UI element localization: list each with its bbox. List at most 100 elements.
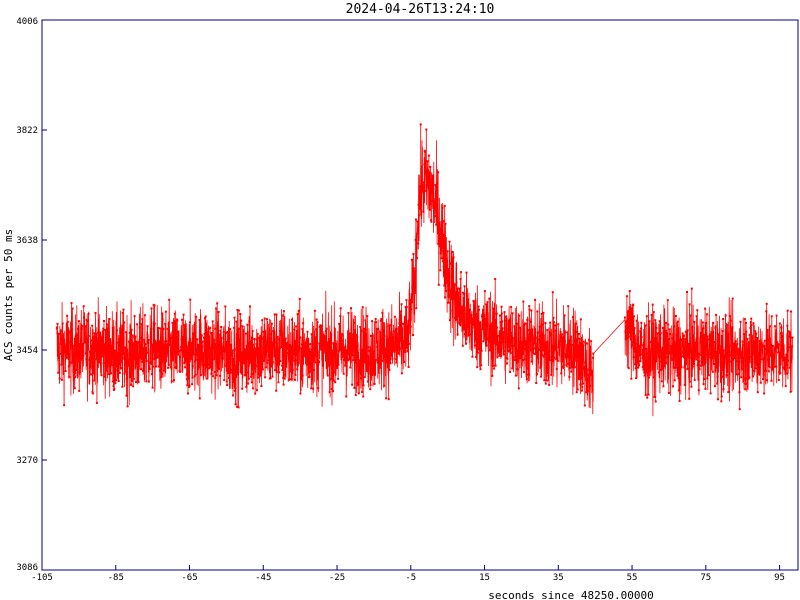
data-point <box>228 377 230 379</box>
x-tick-label: -105 <box>31 573 53 583</box>
data-point <box>651 337 654 340</box>
data-point <box>714 385 716 388</box>
data-point <box>445 258 448 261</box>
data-point <box>254 364 257 367</box>
data-point <box>697 356 700 359</box>
data-point <box>514 332 517 335</box>
data-point <box>153 322 156 325</box>
data-point <box>188 321 191 324</box>
data-point <box>676 374 679 377</box>
data-point <box>650 313 653 316</box>
data-point <box>319 348 322 351</box>
data-point <box>423 192 426 195</box>
data-point <box>628 290 631 292</box>
data-point <box>191 365 194 368</box>
data-point <box>624 330 627 333</box>
data-point <box>204 317 206 320</box>
data-point <box>380 317 383 320</box>
data-point <box>510 306 513 309</box>
data-point <box>676 320 679 323</box>
data-point <box>509 371 511 373</box>
data-point <box>642 342 645 345</box>
data-point <box>393 345 396 348</box>
data-point <box>555 346 558 349</box>
data-point <box>423 163 426 166</box>
data-point <box>131 379 133 382</box>
data-point <box>635 377 638 380</box>
data-point <box>773 357 775 360</box>
data-point <box>123 372 126 375</box>
data-point <box>746 377 749 380</box>
data-point <box>560 338 563 341</box>
data-point <box>214 370 216 373</box>
data-point <box>248 353 251 356</box>
data-point <box>139 356 142 359</box>
data-point <box>736 347 739 350</box>
data-point <box>396 332 399 335</box>
data-point <box>236 309 239 311</box>
data-point <box>726 324 729 327</box>
data-point <box>449 288 452 291</box>
data-point <box>450 261 453 264</box>
data-point <box>278 347 281 350</box>
data-point <box>399 313 402 316</box>
data-point <box>270 337 272 340</box>
data-point <box>379 319 382 322</box>
data-point <box>91 324 94 327</box>
data-point <box>213 343 216 346</box>
data-point <box>382 322 385 325</box>
data-point <box>298 337 301 340</box>
data-point <box>763 339 766 342</box>
data-point <box>378 358 381 361</box>
data-point <box>342 372 345 375</box>
data-point <box>318 361 320 363</box>
data-point <box>772 354 775 357</box>
data-point <box>248 320 251 323</box>
data-point <box>547 366 550 369</box>
data-point <box>86 341 89 344</box>
data-point <box>287 352 289 354</box>
data-point <box>111 356 114 359</box>
data-point <box>758 359 761 362</box>
data-point <box>358 359 361 362</box>
data-point <box>576 337 579 340</box>
data-point <box>121 385 124 388</box>
data-point <box>661 368 664 371</box>
data-point <box>546 372 549 375</box>
data-point <box>273 341 275 344</box>
data-point <box>706 335 709 338</box>
data-point <box>748 333 751 336</box>
data-point <box>624 316 626 319</box>
data-point <box>400 321 403 324</box>
data-point <box>535 343 538 346</box>
data-point <box>99 347 102 350</box>
data-point <box>717 398 719 401</box>
data-point <box>163 343 166 346</box>
data-point <box>532 352 535 355</box>
data-point <box>177 353 180 356</box>
data-point <box>362 376 365 379</box>
data-point <box>267 346 270 349</box>
data-point <box>691 325 694 328</box>
data-point <box>425 184 428 187</box>
data-point <box>208 363 211 366</box>
data-point <box>408 307 411 310</box>
data-point <box>768 366 771 369</box>
data-point <box>582 340 585 343</box>
data-point <box>707 348 710 351</box>
data-point <box>126 405 129 408</box>
data-point <box>724 356 726 359</box>
data-point <box>579 318 582 321</box>
data-point <box>434 192 437 195</box>
data-point <box>190 342 193 344</box>
data-point <box>148 368 151 370</box>
data-point <box>674 350 677 353</box>
data-point <box>83 341 86 343</box>
data-point <box>94 312 97 314</box>
data-point <box>194 360 196 363</box>
data-point <box>203 333 206 335</box>
data-point <box>637 366 640 369</box>
data-point <box>490 339 493 342</box>
data-point <box>288 378 291 381</box>
data-point <box>170 380 173 383</box>
